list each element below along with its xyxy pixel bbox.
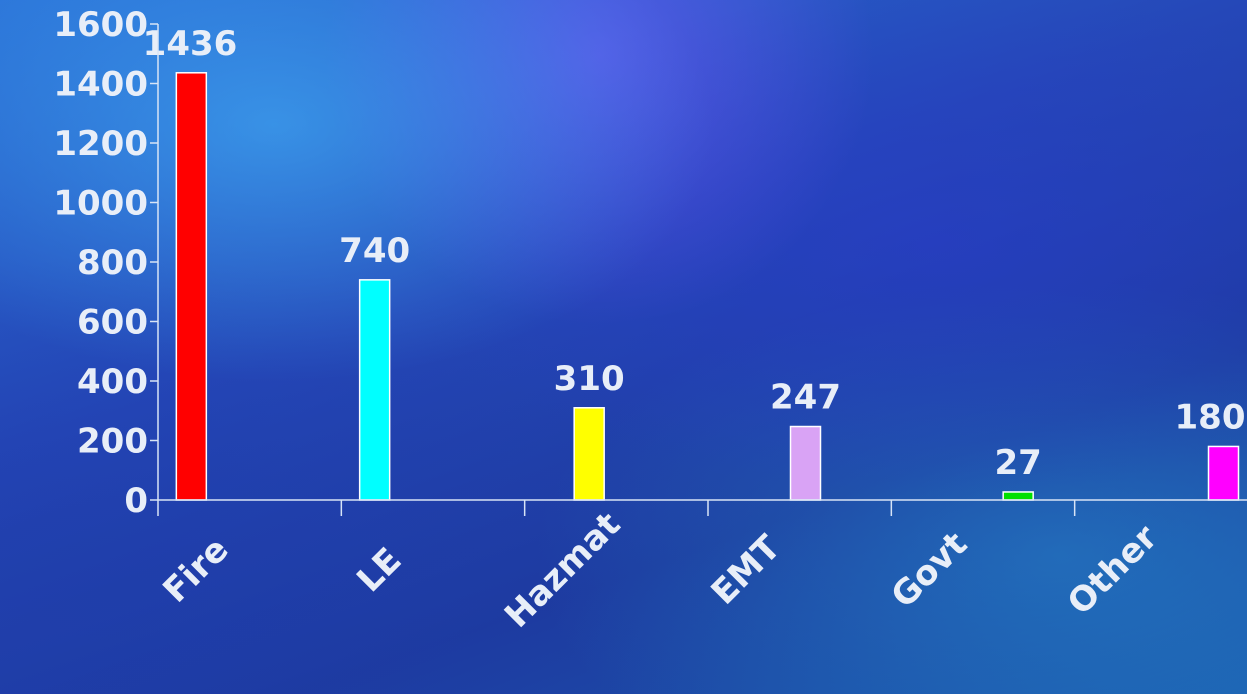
x-tick-label-hazmat: Hazmat <box>497 505 628 636</box>
y-tick-label-400: 400 <box>77 362 148 402</box>
bar-le <box>358 279 391 501</box>
data-label-emt: 247 <box>770 378 841 418</box>
data-label-le: 740 <box>339 231 410 271</box>
x-tick-label-other: Other <box>1060 517 1166 623</box>
bar-emt <box>789 425 822 501</box>
x-tick-label-emt: EMT <box>704 527 790 613</box>
bar-fire <box>175 72 208 501</box>
y-tick-label-0: 0 <box>124 481 148 521</box>
y-tick-label-1600: 1600 <box>53 5 148 45</box>
axes <box>157 24 1247 516</box>
x-tick-label-le: LE <box>349 540 409 600</box>
data-label-fire: 1436 <box>143 24 238 64</box>
bar-govt <box>1002 491 1034 501</box>
y-tick-label-1000: 1000 <box>53 184 148 224</box>
y-tick-label-600: 600 <box>77 303 148 343</box>
data-label-other: 180 <box>1175 397 1246 437</box>
y-tick-label-200: 200 <box>77 422 148 462</box>
data-label-hazmat: 310 <box>554 359 625 399</box>
bar-other <box>1207 445 1240 501</box>
x-tick-label-govt: Govt <box>884 524 976 616</box>
data-label-govt: 27 <box>995 443 1042 483</box>
bars <box>175 72 1240 501</box>
bar-hazmat <box>573 407 605 501</box>
y-tick-label-800: 800 <box>77 243 148 283</box>
category-labels: Fire LE Hazmat EMT Govt Other <box>155 505 1165 636</box>
x-tick-label-fire: Fire <box>155 530 236 611</box>
y-axis-ticks: 0 200 400 600 800 1000 1200 1400 1600 <box>53 5 158 521</box>
y-tick-label-1400: 1400 <box>53 65 148 105</box>
data-labels: 1436 740 310 247 27 180 <box>143 24 1246 483</box>
y-tick-label-1200: 1200 <box>53 124 148 164</box>
